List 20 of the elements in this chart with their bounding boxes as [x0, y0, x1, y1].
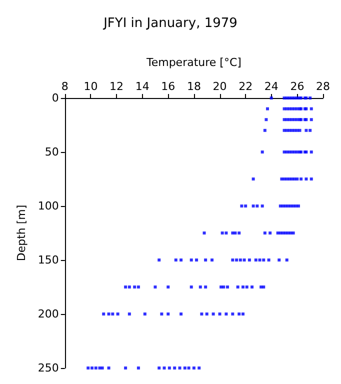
y-tick-label: 50: [44, 146, 59, 158]
x-tick-label: 12: [110, 80, 124, 93]
x-tick-label: 26: [290, 80, 304, 93]
x-tick-label: 28: [316, 80, 330, 93]
y-tick-label: 0: [52, 92, 59, 104]
x-tick-label: 14: [135, 80, 150, 93]
y-axis-title: Depth [m]: [15, 204, 28, 262]
chart-title: JFYI in January, 1979: [102, 16, 238, 31]
y-tick-label: 150: [38, 254, 59, 266]
x-tick-label: 10: [84, 80, 98, 93]
y-tick-label: 200: [38, 308, 59, 320]
x-tick-label: 18: [186, 80, 201, 93]
x-tick-label: 20: [212, 80, 227, 93]
x-axis-title: Temperature [°C]: [145, 56, 242, 69]
y-tick-label: 250: [38, 362, 59, 374]
y-tick-label: 100: [38, 200, 59, 212]
x-tick-label: 22: [238, 80, 253, 93]
x-tick-label: 24: [264, 80, 278, 93]
x-tick-label: 8: [61, 80, 68, 93]
x-tick-label: 16: [161, 80, 176, 93]
